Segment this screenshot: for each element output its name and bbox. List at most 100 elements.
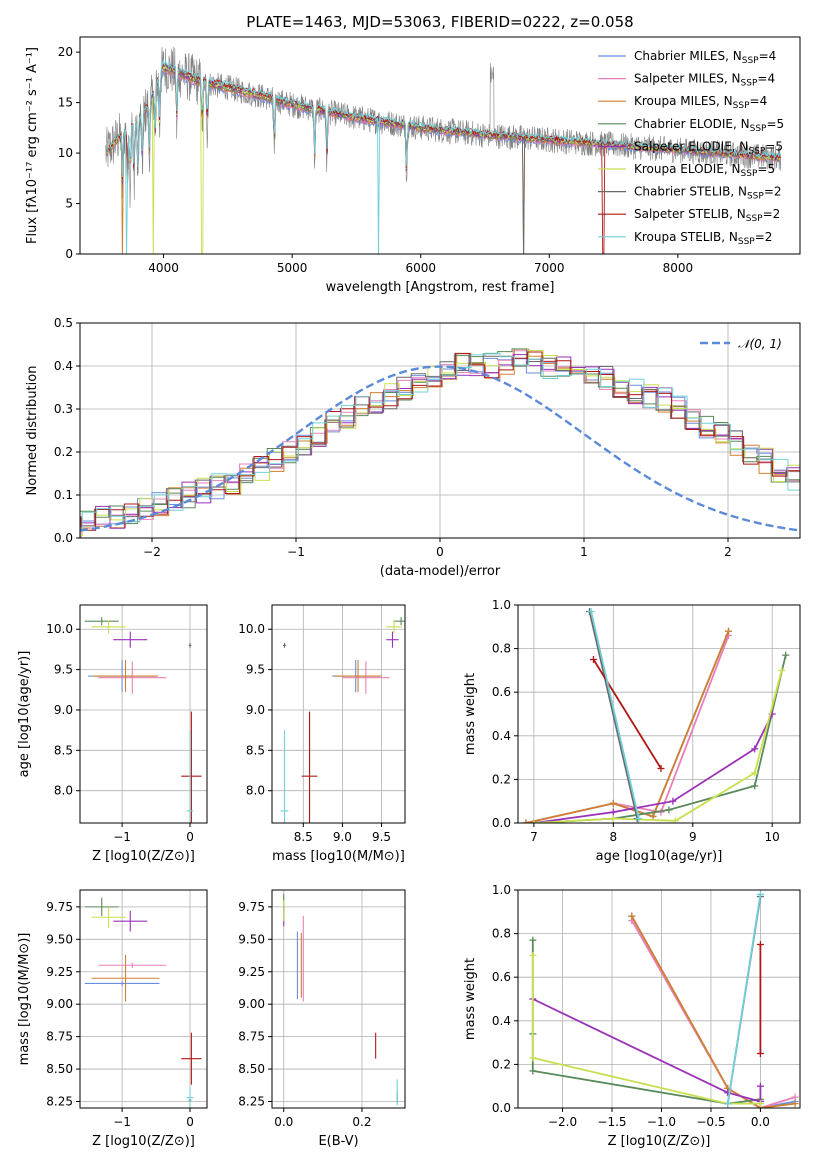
legend-label-tail: =4 [757, 72, 775, 86]
y-axis-label: mass [log10(M/M⊙)] [17, 933, 32, 1066]
model-line-kroupa-stelib [106, 58, 781, 254]
legend-subscript: SSP [747, 192, 764, 202]
y-tick-label: 9.75 [46, 900, 73, 914]
weight-line [533, 670, 783, 823]
y-tick-label: 10 [58, 146, 73, 160]
y-tick-label: 9.5 [246, 663, 265, 677]
chart-title: PLATE=1463, MJD=53063, FIBERID=0222, z=0… [246, 13, 633, 31]
plot-area [84, 617, 202, 823]
y-tick-label: 8.50 [238, 1062, 265, 1076]
x-tick-label: 9.0 [333, 830, 352, 844]
y-tick-label: 0.8 [492, 927, 511, 941]
legend-label: Salpeter ELODIE, NSSP=5 [634, 139, 783, 156]
x-tick-label: −1.0 [647, 1115, 676, 1129]
plot-area [522, 608, 790, 823]
weight-line [532, 998, 762, 1103]
y-tick-label: 8.0 [246, 784, 265, 798]
x-tick-label: 5000 [277, 261, 308, 275]
y-tick-label: 0.2 [492, 772, 511, 786]
y-axis-label: age [log10(age/yr)] [17, 651, 32, 778]
y-tick-label: 9.0 [54, 703, 73, 717]
panel-spectrum: 4000 5000 6000 7000 8000 0 5 10 15 20 wavelength [… [25, 13, 801, 295]
weight-line [525, 635, 730, 823]
y-tick-label: 0.1 [54, 488, 73, 502]
y-tick-label: 9.25 [46, 965, 73, 979]
axes-frame [271, 604, 406, 824]
legend-subscript: SSP [742, 56, 759, 66]
legend-label: Salpeter STELIB, NSSP=2 [634, 207, 780, 224]
x-tick-label: −1 [287, 545, 305, 559]
legend-label-tail: =2 [763, 207, 781, 221]
x-tick-label: 10 [765, 830, 780, 844]
legend-label-tail: =5 [757, 162, 775, 176]
x-tick-label: −2.0 [548, 1115, 577, 1129]
x-tick-label: 7000 [534, 261, 565, 275]
y-axis-label: mass weight [463, 958, 478, 1040]
legend-label-tail: =5 [765, 139, 783, 153]
y-axis-label: mass weight [463, 673, 478, 755]
plot-area [105, 46, 782, 254]
y-tick-label: 0.5 [54, 316, 73, 330]
legend: Chabrier MILES, NSSP=4 Salpeter MILES, NS… [598, 49, 784, 247]
weight-line [525, 630, 730, 823]
x-tick-label: 8.5 [294, 830, 313, 844]
panel-age-Z: −1 0 8.0 8.5 9.0 9.5 10.0 Z [log10(Z/Z⊙)] age [l… [17, 604, 208, 864]
legend-label: Kroupa ELODIE, NSSP=5 [634, 162, 775, 179]
weight-line [631, 915, 796, 1108]
weight-line [590, 611, 640, 819]
x-axis-label: age [log10(age/yr)] [596, 849, 723, 864]
legend-label: Salpeter MILES, NSSP=4 [634, 72, 775, 89]
legend-label: Kroupa MILES, NSSP=4 [634, 94, 767, 111]
plot-area [80, 348, 800, 538]
y-tick-label: 0.6 [492, 685, 511, 699]
legend-label: Chabrier STELIB, NSSP=2 [634, 185, 782, 202]
y-tick-label: 9.0 [246, 703, 265, 717]
y-tick-label: 0.0 [492, 816, 511, 830]
legend-subscript: SSP [738, 237, 755, 247]
y-axis-label: Flux [fλ10⁻¹⁷ erg cm⁻² s⁻¹ A⁻¹] [25, 47, 40, 244]
y-tick-label: 0.2 [54, 445, 73, 459]
x-axis-label: Z [log10(Z/Z⊙)] [92, 849, 195, 864]
y-tick-label: 9.25 [238, 965, 265, 979]
axes-frame [271, 889, 406, 1109]
y-tick-label: 0.3 [54, 402, 73, 416]
x-tick-label: 9.5 [372, 830, 391, 844]
x-tick-label: 7 [530, 830, 538, 844]
legend-label: 𝒩(0, 1) [738, 337, 782, 351]
y-tick-label: 10.0 [46, 622, 73, 636]
x-axis-label: Z [log10(Z/Z⊙)] [608, 1134, 711, 1149]
weight-line [726, 894, 762, 1104]
gaussian-curve [80, 365, 800, 532]
x-tick-label: 9 [689, 830, 697, 844]
y-tick-label: 9.75 [238, 900, 265, 914]
y-tick-label: 15 [58, 96, 73, 110]
legend-subscript: SSP [733, 101, 750, 111]
y-tick-label: 0.0 [492, 1101, 511, 1115]
legend-label: Kroupa STELIB, NSSP=2 [634, 230, 772, 247]
weight-line [631, 915, 796, 1108]
axes-frame [79, 604, 208, 824]
plot-area [84, 897, 202, 1108]
y-tick-label: 8.25 [238, 1095, 265, 1109]
x-tick-label: −1 [113, 1115, 131, 1129]
y-tick-label: 10.0 [238, 622, 265, 636]
x-tick-label: 8000 [663, 261, 694, 275]
x-tick-label: −1 [113, 830, 131, 844]
plot-area [280, 617, 405, 823]
legend-label-tail: =2 [764, 185, 782, 199]
plot-area [529, 890, 799, 1108]
legend-label: Chabrier ELODIE, NSSP=5 [634, 117, 784, 134]
x-tick-label: 4000 [148, 261, 179, 275]
weight-line [531, 940, 761, 1105]
plot-area [283, 893, 398, 1106]
axes-frame [79, 36, 801, 255]
y-tick-label: 0 [65, 247, 73, 261]
panel-mass-Z: −1 0 8.25 8.50 8.75 9.00 9.25 9.50 9.75 Z [log10(… [17, 889, 208, 1149]
weight-line [531, 955, 761, 1105]
legend-label: Chabrier MILES, NSSP=4 [634, 49, 776, 66]
y-tick-label: 8.25 [46, 1095, 73, 1109]
histogram-chabrier-elodie [80, 348, 800, 525]
legend-subscript: SSP [741, 79, 758, 89]
weight-line [631, 920, 796, 1108]
histogram-chabrier-miles [80, 353, 800, 525]
